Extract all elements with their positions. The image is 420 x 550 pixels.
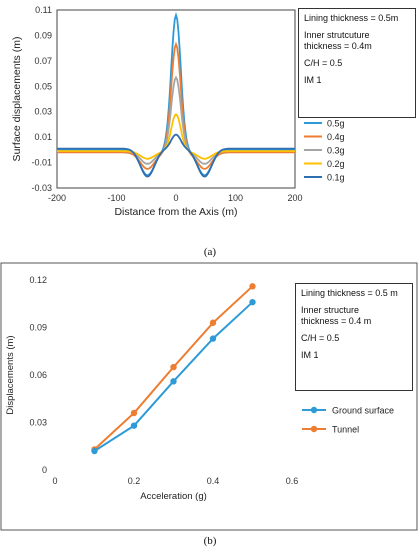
chart-b-data-point: [91, 447, 98, 455]
chart-b-info-line-4: IM 1: [301, 350, 319, 360]
chart-a-series-line-0-5g: [57, 11, 295, 177]
chart-b-data-point: [170, 363, 177, 371]
chart-b-info-box: Lining thickness = 0.5 m Inner structure…: [295, 283, 413, 391]
chart-b-y-tick-label: 0.09: [29, 323, 47, 333]
chart-b-outer-border: [0, 262, 418, 531]
chart-a-info-line-1: Lining thickness = 0.5m: [304, 13, 399, 23]
chart-a-y-tick-label: 0.01: [34, 132, 52, 142]
chart-b-plot: 0 0.03 0.06 0.09 0.12 0 0.2 0.4 0.6 Acceleration …: [0, 262, 418, 531]
chart-a-info-box: Lining thickness = 0.5m Inner strutcutur…: [298, 8, 416, 118]
chart-b-y-tick-label: 0: [42, 465, 47, 475]
chart-b-data-point: [249, 298, 256, 306]
chart-a-x-tick-label: 100: [228, 193, 243, 203]
chart-a-y-tick-label: 0.11: [35, 5, 52, 15]
chart-b-data-point: [170, 378, 177, 385]
chart-b-y-tick-label: 0.06: [29, 370, 47, 380]
chart-b-y-tick-label: 0.12: [29, 275, 47, 285]
chart-b-data-point: [130, 422, 138, 429]
chart-a-plot-frame: [56, 9, 296, 189]
chart-a-y-tick-label: 0.03: [34, 107, 52, 117]
chart-b-x-axis-label: Acceleration (g): [140, 491, 207, 502]
chart-b-info-line-1: Lining thickness = 0.5 m: [301, 288, 398, 298]
chart-b-data-point: [249, 283, 256, 290]
chart-a-y-tick-label: 0.09: [34, 30, 52, 40]
chart-b-info-line-3: C/H = 0.5: [301, 333, 340, 343]
chart-a-info-line-3: C/H = 0.5: [304, 58, 343, 68]
chart-b-x-tick-label: 0: [52, 476, 57, 486]
chart-a-legend-label: 0.4g: [327, 132, 345, 142]
chart-a-info-line-4: IM 1: [304, 75, 322, 85]
chart-a-y-tick-label: 0.05: [34, 81, 52, 91]
chart-b-x-tick-label: 0.2: [128, 476, 141, 486]
chart-b-data-point: [130, 409, 138, 417]
chart-a-x-axis-label: Distance from the Axis (m): [114, 206, 237, 218]
chart-a-legend-label: 0.5g: [327, 119, 345, 129]
chart-a-x-tick-label: -100: [107, 193, 125, 203]
chart-a-series-line-0-4g: [57, 41, 295, 170]
chart-a-series-line-0-2g: [57, 113, 295, 160]
chart-a-caption: (a): [203, 246, 217, 258]
chart-b-legend-marker: [310, 406, 318, 414]
chart-b-y-axis-label: Displacements (m): [5, 335, 16, 414]
chart-a-y-tick-label: 0.07: [34, 56, 52, 66]
chart-b-x-tick-label: 0.4: [207, 476, 220, 486]
chart-b-legend-label: Tunnel: [332, 425, 359, 435]
chart-a-info-line-2: Inner strutcuture thickness = 0.4m: [304, 30, 372, 51]
chart-a-x-tick-label: -200: [48, 193, 66, 203]
chart-a-x-tick-label: 0: [173, 193, 178, 203]
chart-b-x-tick-label: 0.6: [286, 476, 299, 486]
chart-a-legend-label: 0.1g: [327, 173, 345, 183]
chart-b-caption: (b): [203, 535, 217, 547]
chart-b-info-line-2: Inner structure thickness = 0.4 m: [301, 305, 372, 326]
chart-a-series-line-0-1g: [57, 133, 295, 178]
chart-a-y-tick-label: -0.03: [31, 183, 52, 193]
chart-a-plot: -0.03 -0.01 0.01 0.03 0.05 0.07 0.09 0.11 -200 -1…: [11, 5, 345, 218]
chart-b-data-point: [209, 319, 217, 326]
chart-b-legend-marker: [310, 425, 318, 433]
chart-a-legend-label: 0.3g: [327, 146, 345, 156]
chart-a-y-tick-label: -0.01: [31, 158, 52, 168]
chart-b-data-point: [209, 335, 217, 342]
chart-a-y-axis-label: Surface displacements (m): [11, 37, 23, 162]
chart-b-y-tick-label: 0.03: [29, 418, 47, 428]
chart-a-legend-label: 0.2g: [327, 159, 345, 169]
chart-a-x-tick-label: 200: [287, 193, 302, 203]
chart-b-legend-label: Ground surface: [332, 406, 394, 416]
